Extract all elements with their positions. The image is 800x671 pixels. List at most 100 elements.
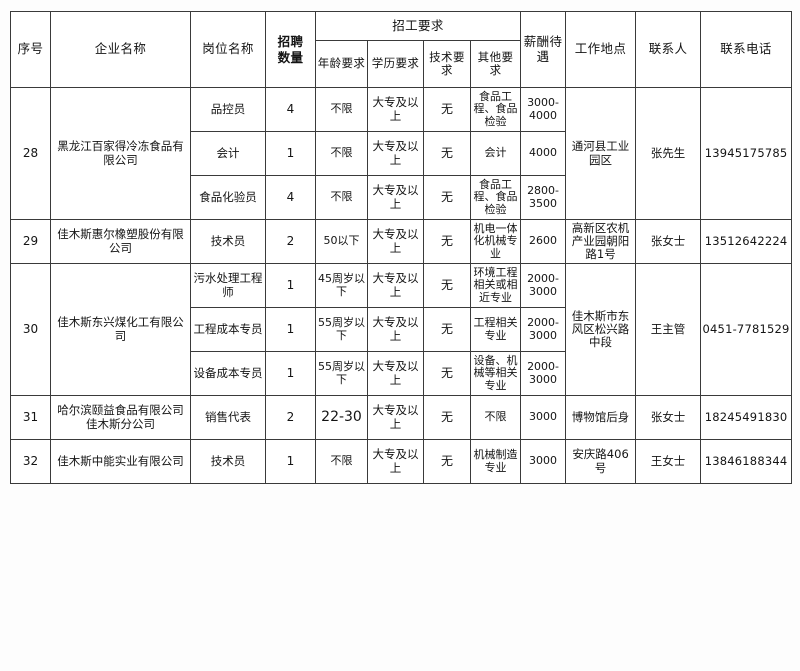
cell-other: 机械制造专业 <box>469 439 522 484</box>
cell-quantity: 2 <box>265 219 316 264</box>
cell-education: 大专及以上 <box>367 131 424 176</box>
cell-other: 会计 <box>469 131 522 176</box>
cell-seq: 32 <box>10 439 51 484</box>
header-row-sub: 年龄要求 学历要求 技术要求 其他要求 <box>11 40 792 88</box>
cell-post: 品控员 <box>190 87 266 132</box>
cell-contact: 王主管 <box>635 263 702 396</box>
cell-seq: 30 <box>10 263 51 396</box>
cell-other: 设备、机械等相关专业 <box>469 351 522 396</box>
table-row: 食品化验员 4 不限 大专及以上无食品工程、食品检验 2800-3500 <box>11 175 792 220</box>
cell-post: 技术员 <box>190 219 266 264</box>
header-quantity-line2: 数量 <box>277 49 304 65</box>
cell-quantity: 2 <box>265 395 316 440</box>
cell-other: 食品工程、食品检验 <box>469 175 522 220</box>
cell-quantity: 4 <box>265 175 316 220</box>
cell-age: 55周岁以下 <box>315 351 368 396</box>
cell-phone: 13945175785 <box>700 87 793 220</box>
header-quantity: 招聘 数量 <box>265 11 316 88</box>
table-row: 32 佳木斯中能实业有限公司 技术员 1 不限 大专及以上无机械制造专业 3000 安庆路40… <box>10 439 793 484</box>
table-row: 29 佳木斯惠尔橡塑股份有限公司 技术员 2 50以下 大专及以上无机电一体化机械专业 26… <box>10 219 793 264</box>
cell-company: 佳木斯惠尔橡塑股份有限公司 <box>50 219 191 264</box>
cell-quantity: 1 <box>265 351 316 396</box>
cell-post: 会计 <box>190 131 266 176</box>
header-contact: 联系人 <box>635 11 702 88</box>
table-body: 28 黑龙江百家得冷冻食品有限公司 品控员 4 不限 大专及以上无食品工程、食品检验 300… <box>10 87 793 484</box>
cell-technical: 无 <box>423 307 471 352</box>
cell-post: 技术员 <box>190 439 266 484</box>
header-post: 岗位名称 <box>190 11 266 88</box>
cell-education: 大专及以上 <box>367 87 424 132</box>
cell-workplace: 通河县工业园区 <box>565 87 637 220</box>
cell-workplace: 安庆路406号 <box>565 439 637 484</box>
cell-phone: 0451-7781529 <box>700 263 793 396</box>
cell-quantity: 1 <box>265 263 316 308</box>
cell-salary: 2000-3000 <box>520 307 567 352</box>
cell-age: 55周岁以下 <box>315 307 368 352</box>
cell-age: 不限 <box>315 131 368 176</box>
header-workplace: 工作地点 <box>565 11 637 88</box>
cell-education: 大专及以上 <box>367 395 424 440</box>
cell-salary: 2600 <box>520 219 567 264</box>
cell-education: 大专及以上 <box>367 175 424 220</box>
cell-age: 50以下 <box>315 219 368 264</box>
cell-quantity: 4 <box>265 87 316 132</box>
cell-salary: 3000 <box>520 439 567 484</box>
cell-education: 大专及以上 <box>367 439 424 484</box>
header-phone: 联系电话 <box>700 11 793 88</box>
cell-age: 不限 <box>315 439 368 484</box>
header-salary: 薪酬待遇 <box>520 11 567 88</box>
cell-seq: 28 <box>10 87 51 220</box>
cell-technical: 无 <box>423 175 471 220</box>
cell-education: 大专及以上 <box>367 263 424 308</box>
table-header: 序号 企业名称 岗位名称 招聘 数量 招工要求 薪酬待遇 工作地点 联系人 联系… <box>10 11 793 88</box>
cell-contact: 王女士 <box>635 439 702 484</box>
cell-education: 大专及以上 <box>367 219 424 264</box>
header-education: 学历要求 <box>367 40 424 88</box>
cell-salary: 3000 <box>520 395 567 440</box>
table-row: 31 哈尔滨颐益食品有限公司佳木斯分公司 销售代表 2 22-30 大专及以上无不限 300… <box>10 395 793 440</box>
cell-technical: 无 <box>423 219 471 264</box>
cell-quantity: 1 <box>265 131 316 176</box>
table-row: 28 黑龙江百家得冷冻食品有限公司 品控员 4 不限 大专及以上无食品工程、食品检验 300… <box>10 87 793 220</box>
table-row: 30 佳木斯东兴煤化工有限公司 污水处理工程师 1 45周岁以下 大专及以上无环境工程相关… <box>10 263 793 396</box>
cell-seq: 31 <box>10 395 51 440</box>
cell-phone: 18245491830 <box>700 395 793 440</box>
cell-salary: 2800-3500 <box>520 175 567 220</box>
cell-salary: 2000-3000 <box>520 263 567 308</box>
cell-contact: 张先生 <box>635 87 702 220</box>
cell-age: 不限 <box>315 87 368 132</box>
cell-phone: 13846188344 <box>700 439 793 484</box>
table-row: 会计 1 不限 大专及以上无会计 4000 <box>11 131 792 176</box>
header-other: 其他要求 <box>469 40 522 88</box>
cell-education: 大专及以上 <box>367 351 424 396</box>
cell-contact: 张女士 <box>635 395 702 440</box>
cell-salary: 3000-4000 <box>520 87 567 132</box>
header-technical: 技术要求 <box>423 40 471 88</box>
cell-company: 佳木斯东兴煤化工有限公司 <box>50 263 191 396</box>
header-row-top: 序号 企业名称 岗位名称 招聘 数量 招工要求 薪酬待遇 工作地点 联系人 联系… <box>10 11 793 88</box>
cell-post: 工程成本专员 <box>190 307 266 352</box>
cell-phone: 13512642224 <box>700 219 793 264</box>
cell-other: 食品工程、食品检验 <box>469 87 522 132</box>
cell-other: 不限 <box>469 395 522 440</box>
cell-workplace: 高新区农机产业园朝阳路1号 <box>565 219 637 264</box>
recruitment-table: 序号 企业名称 岗位名称 招聘 数量 招工要求 薪酬待遇 工作地点 联系人 联系… <box>10 11 793 484</box>
cell-technical: 无 <box>423 351 471 396</box>
cell-quantity: 1 <box>265 307 316 352</box>
cell-company: 佳木斯中能实业有限公司 <box>50 439 191 484</box>
cell-salary: 2000-3000 <box>520 351 567 396</box>
cell-other: 环境工程相关或相近专业 <box>469 263 522 308</box>
header-seq: 序号 <box>10 11 51 88</box>
cell-technical: 无 <box>423 439 471 484</box>
cell-technical: 无 <box>423 131 471 176</box>
header-requirements-group: 招工要求 <box>314 11 522 41</box>
cell-seq: 29 <box>10 219 51 264</box>
cell-company: 哈尔滨颐益食品有限公司佳木斯分公司 <box>50 395 191 440</box>
cell-technical: 无 <box>423 263 471 308</box>
cell-technical: 无 <box>423 395 471 440</box>
header-quantity-line1: 招聘 <box>277 34 304 50</box>
cell-age: 不限 <box>315 175 368 220</box>
cell-contact: 张女士 <box>635 219 702 264</box>
header-company: 企业名称 <box>50 11 191 88</box>
